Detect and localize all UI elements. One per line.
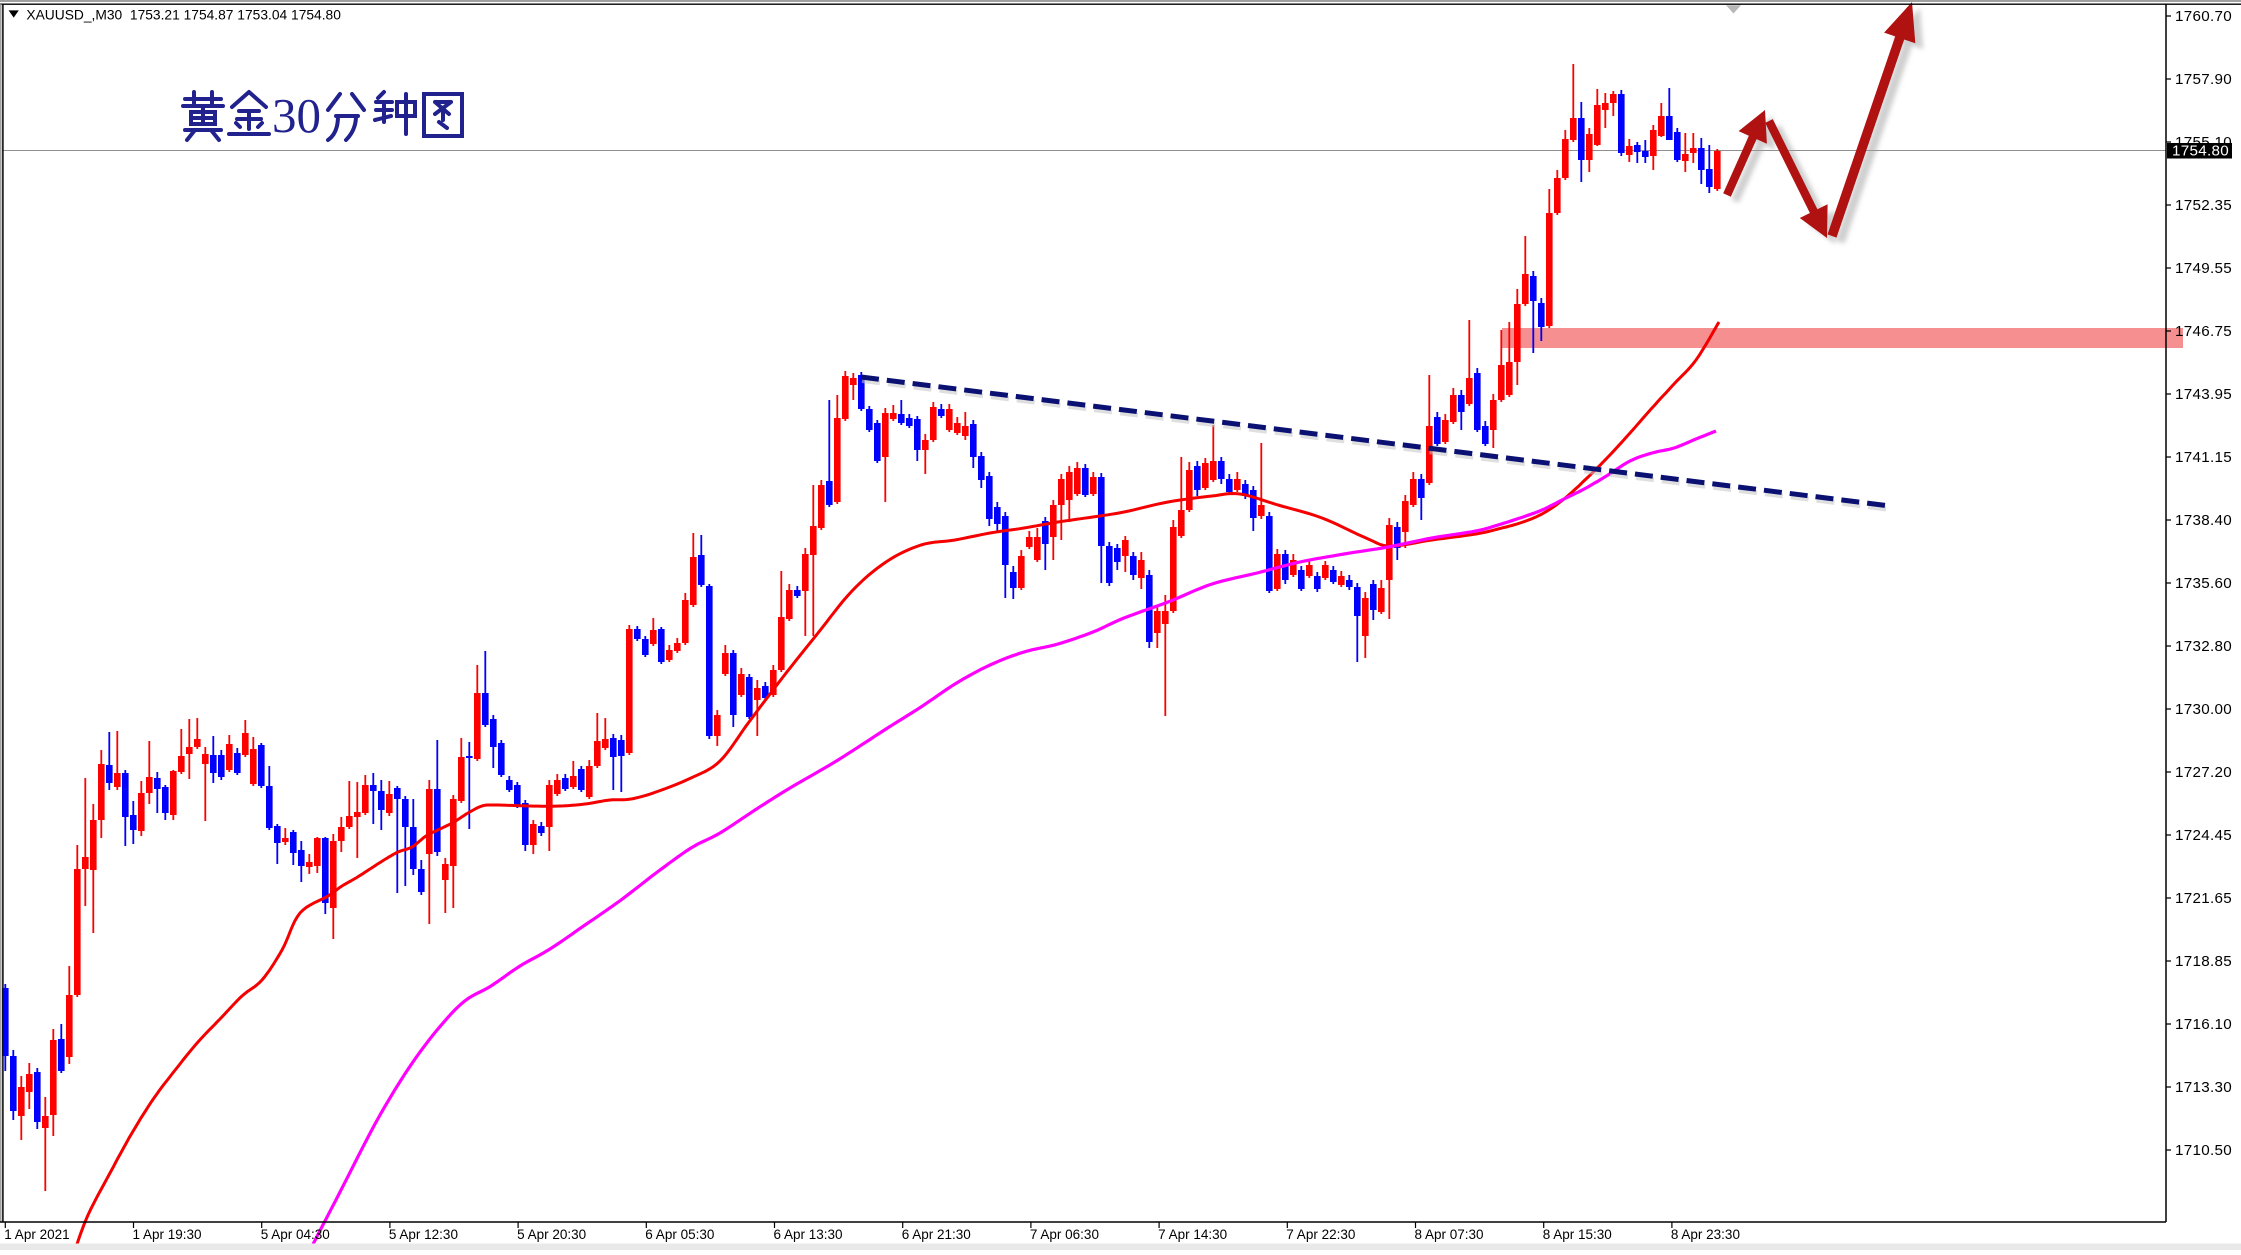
svg-text:1718.85: 1718.85 <box>2175 953 2232 970</box>
svg-text:7 Apr 14:30: 7 Apr 14:30 <box>1158 1227 1227 1242</box>
svg-text:1724.45: 1724.45 <box>2175 827 2232 844</box>
svg-text:1752.35: 1752.35 <box>2175 197 2232 214</box>
svg-text:1746.75: 1746.75 <box>2175 323 2232 340</box>
svg-text:1749.55: 1749.55 <box>2175 260 2232 277</box>
svg-text:1743.95: 1743.95 <box>2175 386 2232 403</box>
svg-text:8 Apr 15:30: 8 Apr 15:30 <box>1543 1227 1612 1242</box>
svg-text:1713.30: 1713.30 <box>2175 1079 2232 1096</box>
svg-text:1730.00: 1730.00 <box>2175 701 2232 718</box>
svg-text:8 Apr 23:30: 8 Apr 23:30 <box>1671 1227 1740 1242</box>
svg-text:1735.60: 1735.60 <box>2175 575 2232 592</box>
svg-text:1 Apr 19:30: 1 Apr 19:30 <box>133 1227 202 1242</box>
svg-text:1757.90: 1757.90 <box>2175 71 2232 88</box>
svg-text:6 Apr 21:30: 6 Apr 21:30 <box>902 1227 971 1242</box>
svg-text:7 Apr 22:30: 7 Apr 22:30 <box>1286 1227 1355 1242</box>
svg-text:1716.10: 1716.10 <box>2175 1016 2232 1033</box>
svg-text:6 Apr 13:30: 6 Apr 13:30 <box>774 1227 843 1242</box>
svg-text:1721.65: 1721.65 <box>2175 890 2232 907</box>
svg-text:1738.40: 1738.40 <box>2175 512 2232 529</box>
svg-text:5 Apr 20:30: 5 Apr 20:30 <box>517 1227 586 1242</box>
svg-text:5 Apr 04:30: 5 Apr 04:30 <box>261 1227 330 1242</box>
svg-text:8 Apr 07:30: 8 Apr 07:30 <box>1415 1227 1484 1242</box>
svg-text:1 Apr 2021: 1 Apr 2021 <box>4 1227 69 1242</box>
svg-text:7 Apr 06:30: 7 Apr 06:30 <box>1030 1227 1099 1242</box>
svg-text:5 Apr 12:30: 5 Apr 12:30 <box>389 1227 458 1242</box>
svg-text:1710.50: 1710.50 <box>2175 1142 2232 1159</box>
svg-text:1732.80: 1732.80 <box>2175 638 2232 655</box>
svg-text:1754.80: 1754.80 <box>2172 143 2229 160</box>
svg-text:6 Apr 05:30: 6 Apr 05:30 <box>645 1227 714 1242</box>
svg-text:1727.20: 1727.20 <box>2175 764 2232 781</box>
svg-text:1741.15: 1741.15 <box>2175 449 2232 466</box>
svg-text:30: 30 <box>272 88 321 143</box>
svg-text:1760.70: 1760.70 <box>2175 8 2232 25</box>
svg-text:XAUUSD_,M30 1753.21 1754.87 1: XAUUSD_,M30 1753.21 1754.87 1753.04 1754… <box>26 8 341 23</box>
